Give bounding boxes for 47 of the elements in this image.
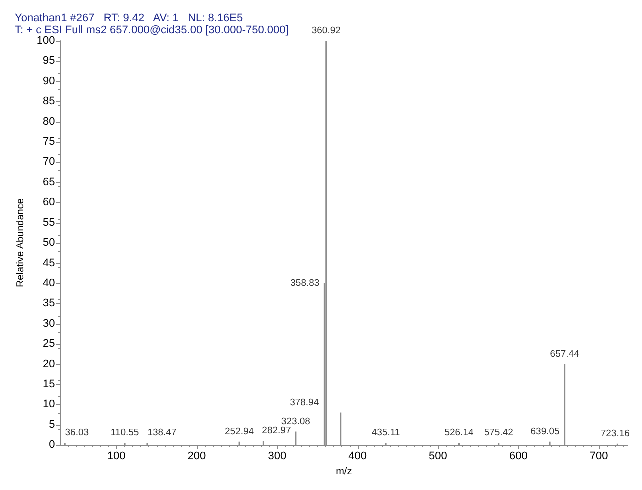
annotation: 358.83	[290, 278, 320, 289]
annotation: 36.03	[65, 428, 90, 439]
annotation: 110.55	[110, 428, 140, 439]
y-tick-label: 5	[49, 418, 56, 431]
y-tick-label: 10	[43, 398, 56, 411]
annotation: 138.47	[148, 428, 177, 439]
annotation: 639.05	[530, 426, 560, 438]
annotation: 360.92	[312, 26, 341, 36]
annotation: 323.08	[281, 416, 310, 428]
y-tick-label: 100	[36, 35, 56, 47]
y-tick-label: 35	[43, 298, 56, 310]
y-tick-label: 50	[43, 237, 56, 250]
y-tick-label: 95	[43, 55, 56, 68]
y-tick-label: 90	[43, 75, 56, 88]
y-tick-label: 55	[43, 216, 56, 229]
annotation: 252.94	[225, 426, 254, 438]
y-tick-label: 40	[43, 277, 56, 290]
y-tick-label: 80	[43, 116, 56, 128]
chart-subtitle: T: + c ESI Full ms2 657.000@cid35.00 [30.000-750.000]	[15, 24, 289, 36]
x-tick-label: 100	[107, 450, 126, 463]
x-tick-label: 200	[188, 450, 206, 463]
y-tick-label: 20	[43, 358, 56, 370]
y-axis-title: Relative Abundance	[16, 198, 26, 288]
annotation: 657.44	[550, 348, 580, 360]
annotation: 378.94	[290, 397, 320, 408]
x-tick-label: 500	[429, 450, 448, 463]
y-tick-label: 30	[43, 318, 56, 330]
y-tick-label: 65	[43, 176, 56, 188]
x-axis-title: m/z	[336, 466, 352, 478]
annotation: 282.97	[262, 426, 292, 437]
x-tick-label: 600	[509, 450, 528, 463]
annotation: 723.16	[600, 428, 630, 440]
y-tick-label: 45	[43, 257, 56, 270]
x-tick-label: 300	[268, 450, 287, 463]
annotation: 435.11	[372, 428, 400, 439]
annotation: 575.42	[484, 428, 514, 439]
annotation: 526.14	[444, 428, 474, 439]
y-tick-label: 85	[43, 96, 56, 108]
x-tick-label: 400	[348, 450, 367, 463]
y-tick-label: 0	[49, 439, 56, 452]
y-tick-label: 15	[43, 378, 56, 390]
x-tick-label: 700	[590, 450, 608, 463]
y-tick-label: 75	[43, 136, 56, 148]
y-tick-label: 60	[43, 196, 56, 209]
y-tick-label: 25	[43, 338, 56, 350]
y-tick-label: 70	[43, 156, 56, 168]
chart-title: Yonathan1 #267 RT: 9.42 AV: 1 NL: 8.16E5	[15, 12, 244, 24]
